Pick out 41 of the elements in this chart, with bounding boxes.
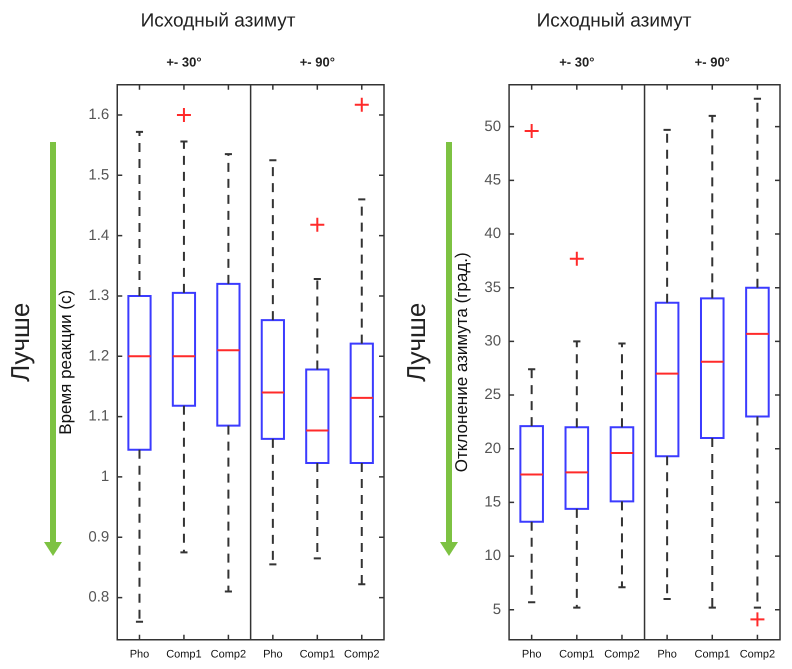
text: +- 90° <box>694 54 730 70</box>
y-tick-label: 25 <box>484 386 502 404</box>
y-tick-label: 1.2 <box>88 347 110 364</box>
y-tick-label: 1.4 <box>88 226 110 244</box>
x-tick-label: Comp2 <box>740 648 776 660</box>
x-tick-label: Comp1 <box>694 648 730 660</box>
x-tick-label: Pho <box>657 648 677 660</box>
y-tick-label: 40 <box>484 225 502 242</box>
y-tick-label: 20 <box>484 440 502 457</box>
text: Лучше <box>401 302 432 382</box>
text: Лучше <box>5 302 36 382</box>
y-tick-label: 45 <box>484 171 502 188</box>
chart-title: Исходный азимут <box>536 10 692 32</box>
text: +- 30° <box>166 54 202 70</box>
y-tick-label: 10 <box>484 547 502 564</box>
y-tick-label: 1.3 <box>88 287 110 304</box>
y-tick-label: 1.1 <box>88 408 110 425</box>
y-tick-label: 35 <box>484 278 502 296</box>
x-tick-label: Comp1 <box>300 648 336 660</box>
y-tick-label: 1.5 <box>88 166 110 184</box>
y-tick-label: 1 <box>100 468 110 486</box>
chart-title: Исходный азимут <box>140 10 296 32</box>
x-tick-label: Pho <box>263 648 283 660</box>
y-tick-label: 50 <box>484 118 502 135</box>
x-tick-label: Pho <box>130 648 150 660</box>
x-tick-label: Comp2 <box>210 648 246 660</box>
y-axis-title: Отклонение азимута (град.) <box>452 252 471 472</box>
x-tick-label: Comp2 <box>344 648 380 660</box>
y-tick-label: 0.8 <box>88 588 110 606</box>
x-tick-label: Comp2 <box>604 648 640 660</box>
y-axis-title: Время реакции (с) <box>56 290 75 435</box>
y-tick-label: 1.6 <box>88 106 110 124</box>
text: +- 90° <box>300 54 335 70</box>
y-tick-label: 5 <box>492 600 502 618</box>
text: +- 30° <box>559 54 594 70</box>
y-tick-label: 0.9 <box>88 528 110 546</box>
y-tick-label: 15 <box>484 494 502 511</box>
x-tick-label: Pho <box>522 648 542 660</box>
x-tick-label: Comp1 <box>166 648 202 660</box>
y-tick-label: 30 <box>484 332 502 350</box>
x-tick-label: Comp1 <box>559 648 595 660</box>
